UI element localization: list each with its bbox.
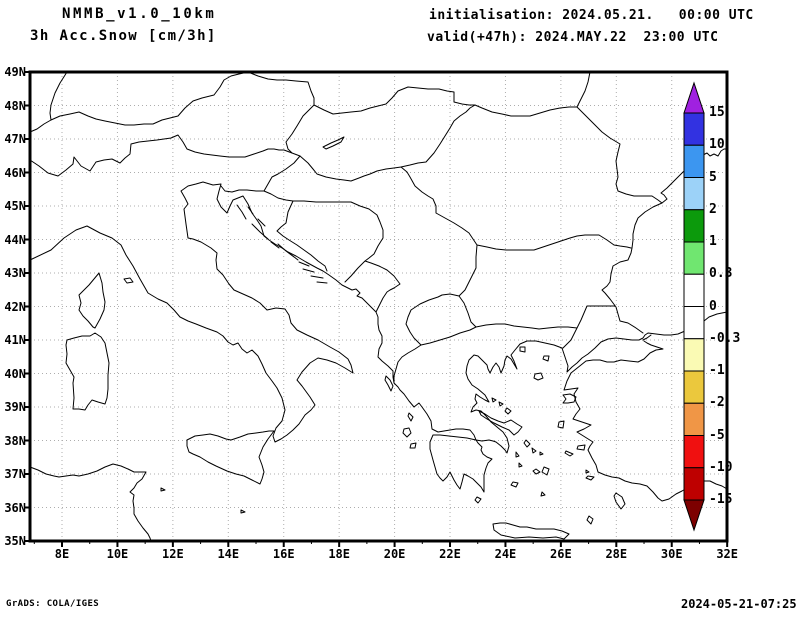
axis-ticks [24,71,729,547]
border-danube [299,104,632,251]
model-title: NMMB_v1.0_10km [62,6,217,22]
lon-tick-label: 28E [605,547,628,561]
lat-tick-label: 48N [4,98,26,113]
islands-greece-large [478,410,570,540]
colorbar-level-label: -0.3 [709,330,741,346]
border-balkans [393,244,616,384]
lat-tick-label: 40N [4,366,26,381]
lon-tick-label: 22E [439,547,461,561]
colorbar-level-label: 15 [709,105,725,120]
islands-aegean [474,346,626,525]
lon-tick-label: 32E [716,547,738,561]
lat-tick-label: 39N [4,400,26,414]
islands-croatia [236,204,328,284]
lake-balaton [322,136,345,150]
colorbar-level-label: 5 [709,169,717,185]
valid-time-text: valid(+47h): 2024.MAY.22 23:00 UTC [427,30,719,45]
initialisation-text: initialisation: 2024.05.21. 00:00 UTC [429,8,754,23]
lat-tick-label: 36N [4,500,26,515]
colorbar-level-label: 2 [709,201,717,217]
border-bosnia [276,200,401,313]
lat-tick-label: 44N [4,232,26,247]
lat-tick-label: 42N [4,299,26,314]
islands-west [65,272,275,514]
grads-credit: GrADS: COLA/IGES [6,599,100,609]
lat-tick-label: 46N [4,165,26,180]
lon-tick-label: 18E [328,547,350,561]
peloponnese [429,434,493,493]
border-north [29,71,663,204]
lon-tick-label: 12E [162,547,184,561]
colorbar-level-label: -1 [709,363,725,378]
lat-tick-label: 47N [4,132,26,146]
colorbar-level-label: 1 [709,234,717,249]
lat-tick-label: 35N [4,534,26,548]
colorbar-level-label: 0.3 [709,266,733,282]
colorbar [683,81,705,532]
lon-tick-label: 8E [54,547,70,561]
lon-tick-label: 20E [383,547,406,561]
lon-tick-label: 10E [106,547,129,561]
islands-ionian [384,375,417,449]
lon-tick-label: 26E [550,547,572,561]
lat-tick-label: 45N [4,199,26,213]
variable-title: 3h Acc.Snow [cm/3h] [30,28,217,44]
lon-tick-label: 16E [272,547,295,561]
lat-tick-label: 43N [4,266,26,280]
colorbar-level-label: 10 [709,137,725,153]
colorbar-level-label: -15 [709,492,733,507]
creation-timestamp: 2024-05-21-07:25 [681,597,797,611]
border-alps [29,134,301,202]
lon-tick-label: 30E [660,547,683,561]
map-frame [28,70,729,543]
lat-tick-label: 37N [4,467,26,481]
lon-tick-label: 14E [217,547,240,561]
lat-tick-label: 41N [4,333,26,347]
colorbar-level-label: -2 [709,395,725,411]
lat-tick-label: 38N [4,433,26,448]
coastline-mainland [29,181,728,454]
colorbar-level-label: -5 [709,427,725,443]
coastline-africa [29,463,152,542]
colorbar-level-label: 0 [709,298,717,314]
colorbar-level-label: -10 [709,459,733,475]
coastline-marmara [570,334,664,374]
lon-tick-label: 24E [494,547,517,561]
lat-tick-label: 49N [4,65,26,79]
